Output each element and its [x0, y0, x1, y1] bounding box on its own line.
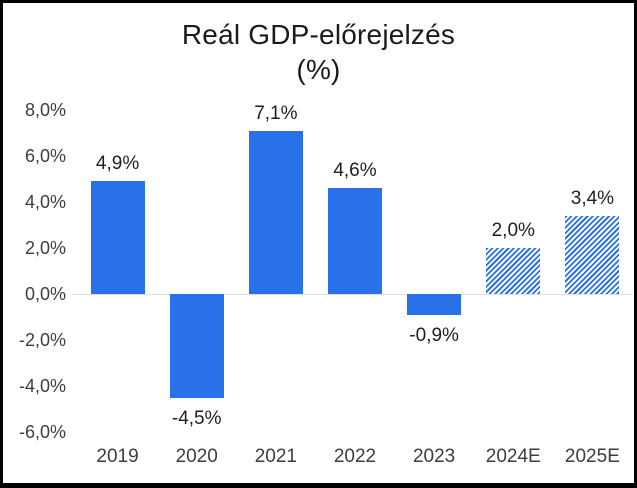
y-axis-tick-label: 6,0% [24, 146, 66, 166]
bar-value-label: 7,1% [254, 102, 298, 124]
chart-title: Reál GDP-előrejelzés (%) [0, 17, 637, 87]
bar [248, 130, 303, 294]
x-axis-category-label: 2021 [254, 446, 297, 467]
y-axis-tick-label: 0,0% [24, 284, 66, 304]
chart-title-line1: Reál GDP-előrejelzés [181, 19, 456, 50]
bar [169, 294, 224, 398]
chart-title-line2: (%) [296, 54, 341, 85]
x-axis-category-label: 2024E [485, 446, 541, 467]
bar-value-label: -0,9% [409, 324, 459, 346]
bar [407, 294, 462, 315]
y-axis-tick-label: 4,0% [24, 192, 66, 212]
bar-value-label: 2,0% [491, 220, 535, 241]
bar-value-label: -4,5% [171, 407, 222, 429]
bar-value-label: 4,9% [95, 153, 140, 175]
y-axis-tick-label: -4,0% [18, 376, 66, 396]
x-axis-category-label: 2020 [175, 446, 218, 467]
bar [90, 181, 145, 294]
x-axis-category-label: 2019 [96, 446, 139, 467]
x-axis-category-label: 2022 [333, 446, 377, 467]
forecast-bar [486, 248, 541, 294]
x-axis-category-label: 2025E [564, 446, 620, 467]
forecast-bar [565, 215, 620, 294]
x-axis-category-label: 2023 [412, 446, 456, 467]
y-axis-tick-label: -2,0% [18, 330, 66, 350]
bar-value-label: 4,6% [333, 160, 377, 182]
y-axis-tick-label: 2,0% [24, 238, 66, 258]
bar [327, 188, 382, 294]
bar-value-label: 3,4% [570, 187, 615, 209]
y-axis-tick-label: 8,0% [24, 100, 66, 120]
y-axis-tick-label: -6,0% [18, 422, 66, 442]
zero-gridline [72, 294, 633, 295]
